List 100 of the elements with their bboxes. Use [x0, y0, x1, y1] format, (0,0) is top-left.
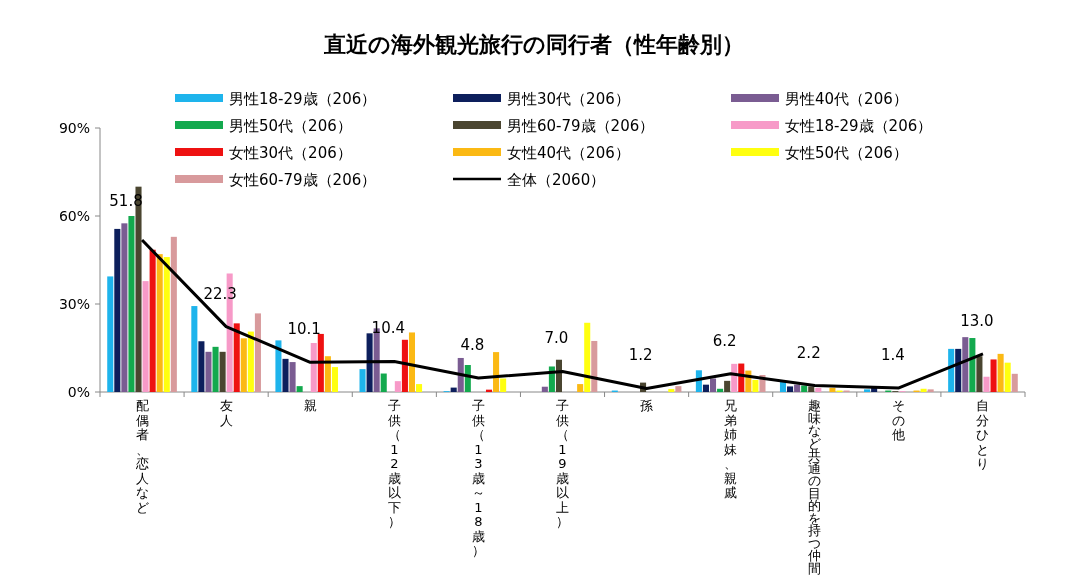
bar: [149, 249, 156, 392]
bar: [983, 376, 990, 392]
bar: [163, 257, 170, 392]
data-label: 13.0: [960, 311, 994, 330]
bar: [317, 333, 324, 392]
bar: [962, 337, 969, 392]
bar: [675, 386, 682, 392]
bar: [128, 216, 135, 392]
bar: [794, 384, 801, 392]
bar: [920, 388, 927, 392]
bar: [702, 384, 709, 392]
bar: [815, 387, 822, 392]
bar: [142, 281, 149, 392]
legend-label: 女性60-79歳（206）: [229, 171, 377, 189]
bar: [591, 340, 598, 392]
bar: [114, 228, 121, 392]
bar: [408, 332, 416, 392]
x-tick-label: 配偶者、恋人など: [134, 398, 149, 515]
bar: [212, 346, 219, 392]
category-label: 子供（12歳以下）: [387, 398, 401, 529]
legend-label: 男性40代（206）: [785, 90, 908, 108]
bar: [541, 386, 548, 392]
bar: [121, 223, 128, 392]
x-tick-label: 孫: [640, 398, 654, 413]
x-tick-label: 親: [303, 398, 317, 413]
bar: [1011, 373, 1018, 392]
bar: [493, 352, 500, 392]
category-label: 子供（13歳～18歳）: [471, 398, 485, 558]
bar: [324, 356, 331, 392]
legend-label: 女性50代（206）: [785, 144, 908, 162]
data-label: 10.4: [371, 319, 406, 338]
x-tick-label: 兄弟姉妹、親戚: [724, 398, 738, 500]
data-label: 4.8: [460, 335, 485, 354]
bar: [380, 373, 387, 392]
data-label: 1.4: [880, 345, 905, 364]
bar: [584, 322, 591, 392]
bar: [779, 382, 787, 392]
bar: [205, 351, 212, 392]
bar: [717, 388, 724, 392]
category-label: 子供（19歳以上）: [556, 398, 569, 529]
bar: [107, 276, 114, 392]
bar: [366, 333, 373, 392]
legend-label: 男性18-29歳（206）: [229, 90, 377, 108]
bar: [416, 384, 423, 392]
bar: [247, 331, 254, 392]
legend-label: 女性40代（206）: [507, 144, 630, 162]
bar: [668, 389, 675, 392]
bar: [289, 362, 296, 392]
bar: [709, 378, 717, 392]
bar: [170, 236, 177, 392]
bar: [282, 358, 289, 392]
data-label: 7.0: [544, 329, 569, 348]
bar: [948, 348, 955, 392]
bar: [156, 254, 163, 392]
bar: [331, 367, 338, 392]
data-label: 2.2: [796, 343, 821, 362]
y-tick-label: 0%: [67, 384, 90, 400]
bar: [752, 379, 759, 392]
data-label: 10.1: [287, 320, 321, 339]
category-label: 趣味など共通の目的を持つ仲間: [808, 398, 822, 576]
bar: [927, 389, 934, 392]
bar: [864, 389, 871, 392]
y-tick-label: 60%: [58, 208, 90, 224]
bar: [801, 385, 808, 392]
bar: [500, 378, 507, 392]
bar: [296, 386, 303, 392]
bar: [310, 343, 317, 392]
legend-label: 女性18-29歳（206）: [785, 117, 933, 135]
legend-label: 全体（2060）: [507, 171, 606, 189]
legend-label: 男性50代（206）: [229, 117, 352, 135]
bar: [254, 313, 261, 392]
bar: [1004, 362, 1011, 392]
bar: [240, 338, 247, 392]
bar: [198, 341, 205, 392]
legend-label: 女性30代（206）: [229, 144, 352, 162]
bar: [969, 338, 976, 392]
legend-label: 男性30代（206）: [507, 90, 630, 108]
x-tick-label: 友人: [219, 398, 233, 428]
bar: [724, 380, 731, 392]
data-label: 6.2: [712, 331, 737, 350]
data-label: 22.3: [203, 284, 237, 303]
y-tick-label: 30%: [58, 296, 90, 312]
bar: [359, 369, 366, 392]
bar: [577, 384, 584, 392]
bar: [990, 359, 997, 392]
bar: [191, 306, 198, 392]
legend-label: 男性60-79歳（206）: [507, 117, 655, 135]
x-tick-label: その他: [892, 398, 906, 442]
bar: [997, 353, 1004, 392]
bar: [219, 351, 226, 392]
bar: [275, 340, 282, 392]
bar: [233, 323, 240, 392]
bar: [401, 339, 408, 392]
bar: [787, 386, 794, 392]
bar: [976, 356, 983, 392]
chart-title: 直近の海外観光旅行の同行者（性年齢別）: [323, 32, 744, 57]
bar: [955, 348, 962, 392]
x-tick-label: 自分ひとり: [976, 398, 990, 471]
bar: [808, 386, 815, 392]
bar: [394, 381, 401, 392]
